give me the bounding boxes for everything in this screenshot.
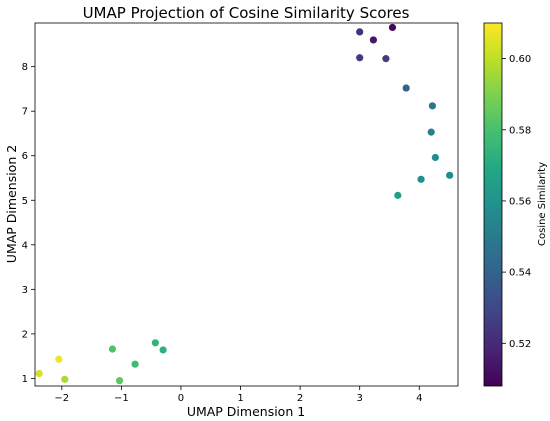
- scatter-point: [431, 153, 439, 162]
- scatter-point: [402, 84, 410, 92]
- scatter-point: [369, 36, 377, 44]
- scatter-point: [446, 171, 454, 179]
- scatter-point: [151, 339, 159, 347]
- scatter-point: [394, 191, 402, 199]
- scatter-point: [428, 102, 436, 110]
- colorbar-tick-label: 0.60: [509, 54, 531, 65]
- plot-frame: [34, 22, 459, 387]
- y-tick-label: 8: [22, 62, 28, 73]
- scatter-point: [356, 54, 364, 62]
- scatter-point: [108, 345, 117, 353]
- chart-title: UMAP Projection of Cosine Similarity Sco…: [83, 4, 410, 22]
- y-tick-label: 1: [22, 374, 28, 385]
- x-tick-label: 0: [178, 393, 184, 404]
- scatter-point: [131, 360, 139, 368]
- scatter-point: [61, 375, 69, 383]
- x-tick-label: 3: [357, 393, 363, 404]
- colorbar-tick-label: 0.52: [509, 339, 531, 350]
- scatter-point: [356, 28, 364, 36]
- colorbar-tick-label: 0.54: [509, 268, 531, 279]
- x-axis-label: UMAP Dimension 1: [187, 404, 305, 419]
- x-tick-label: −1: [114, 393, 129, 404]
- scatter-point: [382, 55, 390, 63]
- y-tick-label: 3: [22, 285, 28, 296]
- y-tick-label: 4: [22, 240, 28, 251]
- y-tick-label: 6: [22, 151, 28, 162]
- scatter-point: [417, 175, 425, 183]
- scatter-point: [35, 369, 43, 378]
- scatter-point: [55, 355, 63, 363]
- scatter-point: [116, 377, 124, 385]
- x-tick-label: 2: [297, 393, 303, 404]
- scatter-point: [427, 128, 435, 136]
- x-tick-label: −2: [54, 393, 69, 404]
- colorbar-label: Cosine Similarity: [537, 162, 548, 246]
- x-tick-label: 1: [237, 393, 243, 404]
- scatter-point: [388, 23, 397, 32]
- colorbar-tick-label: 0.58: [509, 125, 531, 136]
- plot-area: −2 −1 0 1 2 3 4 1 2 3 4 5 6 7 8: [22, 22, 459, 404]
- colorbar-tick-label: 0.56: [509, 196, 531, 207]
- y-tick-label: 2: [22, 329, 28, 340]
- y-tick-label: 5: [22, 196, 28, 207]
- x-tick-label: 4: [416, 393, 422, 404]
- scatter-point: [159, 346, 167, 354]
- y-axis-label: UMAP Dimension 2: [4, 145, 19, 263]
- y-tick-label: 7: [22, 107, 28, 118]
- colorbar-gradient: [483, 22, 503, 387]
- colorbar: 0.52 0.54 0.56 0.58 0.60: [483, 22, 531, 387]
